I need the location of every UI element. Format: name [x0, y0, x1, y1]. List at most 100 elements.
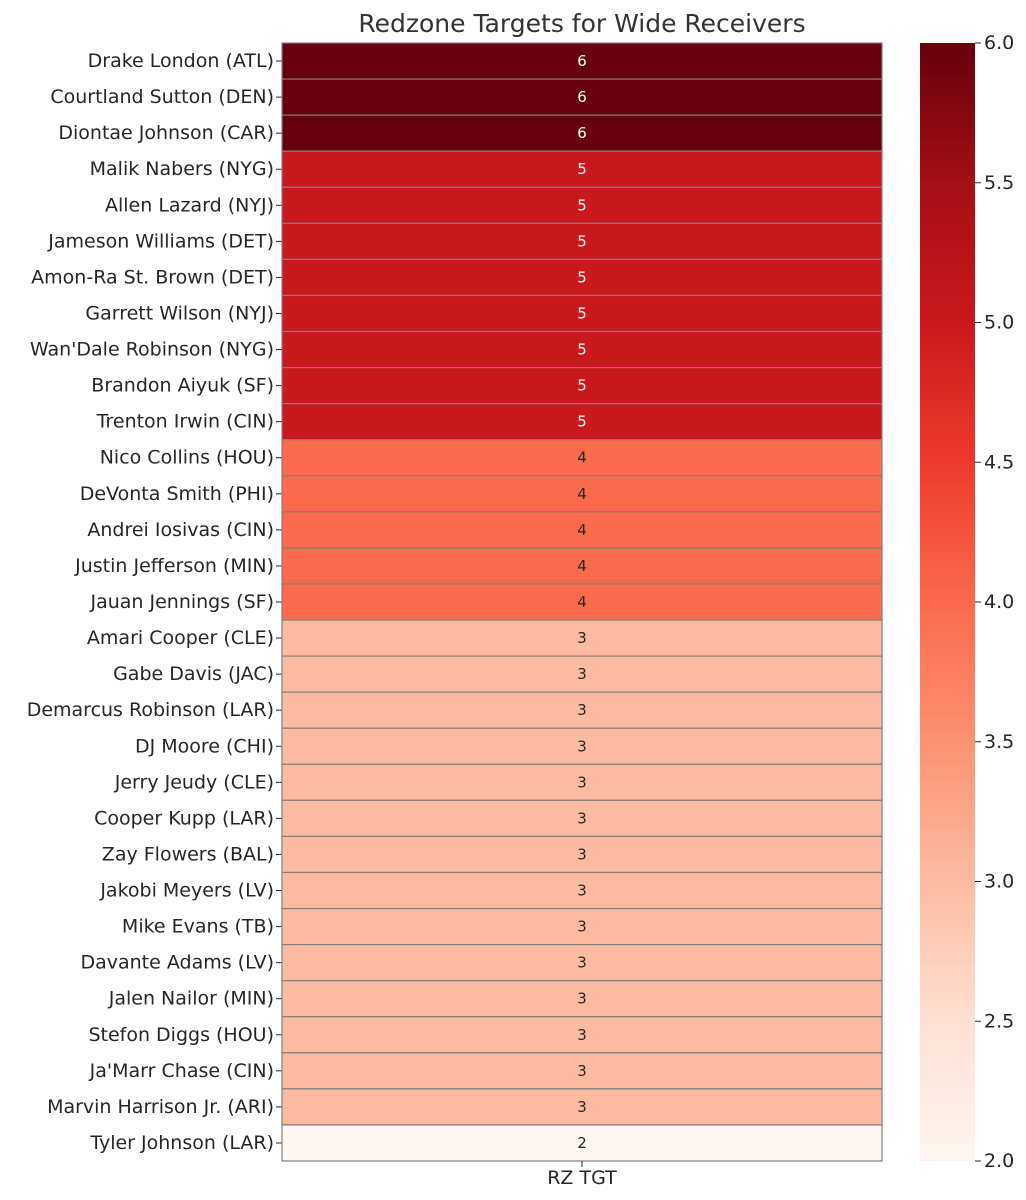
heatmap-cell — [281, 835, 883, 874]
colorbar-tick-label: 5.0 — [984, 312, 1014, 334]
row-label: Cooper Kupp (LAR) — [94, 807, 274, 829]
cell-value-label: 3 — [577, 882, 587, 900]
heatmap-cell — [281, 763, 883, 801]
cell-value-label: 5 — [577, 232, 587, 250]
heatmap-cell — [281, 78, 883, 116]
cell-value-label: 3 — [577, 737, 587, 755]
row-label: Mike Evans (TB) — [122, 916, 274, 938]
x-axis: RZ TGT — [547, 1161, 617, 1189]
heatmap-cell — [281, 114, 883, 152]
cell-value-label: 3 — [577, 1026, 587, 1044]
heatmap-cell — [281, 655, 883, 693]
heatmap-cell — [281, 547, 883, 585]
row-label: Demarcus Robinson (LAR) — [27, 699, 274, 721]
row-label: Jerry Jeudy (CLE) — [114, 771, 274, 793]
row-label: Brandon Aiyuk (SF) — [91, 375, 274, 397]
cell-value-label: 3 — [577, 990, 587, 1008]
cell-value-label: 4 — [577, 593, 587, 611]
cell-value-label: 6 — [577, 52, 587, 70]
heatmap-cell — [281, 799, 883, 838]
row-label: Nico Collins (HOU) — [100, 447, 274, 469]
row-label: DJ Moore (CHI) — [135, 735, 274, 757]
row-label: Stefon Diggs (HOU) — [88, 1024, 274, 1046]
row-label: Garrett Wilson (NYJ) — [85, 302, 274, 324]
heatmap-cell — [281, 1016, 883, 1054]
heatmap-cell — [281, 330, 883, 369]
cell-value-label: 3 — [577, 701, 587, 719]
row-label: Justin Jefferson (MIN) — [74, 555, 274, 577]
heatmap-cell — [281, 907, 883, 946]
cell-value-label: 3 — [577, 665, 587, 683]
colorbar-tick-label: 3.5 — [984, 731, 1014, 753]
cell-value-label: 6 — [577, 124, 587, 142]
colorbar-tick-label: 2.5 — [984, 1010, 1014, 1032]
heatmap-cell — [281, 403, 883, 441]
colorbar-tick-label: 5.5 — [984, 172, 1014, 194]
colorbar-ticks: 2.0 2.5 3.0 3.5 4.0 4.5 5.0 5.5 6.0 — [975, 32, 1014, 1172]
colorbar — [920, 43, 975, 1161]
row-label: Diontae Johnson (CAR) — [58, 122, 274, 144]
row-label: Courtland Sutton (DEN) — [50, 86, 274, 108]
heatmap-cell — [281, 583, 883, 621]
heatmap-cell — [281, 222, 883, 260]
row-labels: Drake London (ATL) Courtland Sutton (DEN)… — [27, 50, 282, 1154]
cell-value-label: 6 — [577, 88, 587, 106]
cell-value-label: 5 — [577, 196, 587, 214]
cell-value-label: 4 — [577, 557, 587, 575]
heatmap-cell — [281, 1124, 883, 1162]
heatmap-cell — [281, 42, 883, 80]
cell-value-label: 5 — [577, 341, 587, 359]
heatmap-cell — [281, 727, 883, 765]
cell-value-label: 2 — [577, 1134, 587, 1152]
row-label: Marvin Harrison Jr. (ARI) — [47, 1096, 274, 1118]
heatmap-cells — [281, 42, 883, 1162]
cell-value-label: 5 — [577, 268, 587, 286]
row-label: Jalen Nailor (MIN) — [108, 988, 274, 1010]
colorbar-tick-label: 4.5 — [984, 451, 1014, 473]
row-label: Malik Nabers (NYG) — [90, 158, 274, 180]
cell-value-label: 3 — [577, 845, 587, 863]
row-label: Tyler Johnson (LAR) — [89, 1132, 274, 1154]
heatmap-cell — [281, 1052, 883, 1090]
cell-value-label: 3 — [577, 773, 587, 791]
row-label: DeVonta Smith (PHI) — [80, 483, 274, 505]
row-label: Amari Cooper (CLE) — [87, 627, 274, 649]
row-label: Allen Lazard (NYJ) — [105, 194, 274, 216]
heatmap-cell — [281, 366, 883, 405]
row-label: Gabe Davis (JAC) — [113, 663, 274, 685]
row-label: Jakobi Meyers (LV) — [99, 880, 274, 902]
heatmap-cell — [281, 511, 883, 549]
row-label: Andrei Iosivas (CIN) — [87, 519, 274, 541]
cell-value-label: 5 — [577, 160, 587, 178]
row-label: Jauan Jennings (SF) — [89, 591, 274, 613]
heatmap-cell — [281, 691, 883, 729]
row-label: Zay Flowers (BAL) — [102, 843, 274, 865]
heatmap-cell — [281, 475, 883, 513]
row-label: Amon-Ra St. Brown (DET) — [31, 266, 274, 288]
cell-value-label: 5 — [577, 413, 587, 431]
row-label: Davante Adams (LV) — [80, 952, 274, 974]
cell-labels: 6 6 6 5 5 5 5 5 5 5 5 4 4 4 4 4 3 3 3 3 3 3 3 3 3 3 3 3 3 3 2 — [577, 52, 587, 1152]
cell-value-label: 3 — [577, 809, 587, 827]
row-label: Drake London (ATL) — [88, 50, 274, 72]
colorbar-tick-label: 3.0 — [984, 871, 1014, 893]
heatmap-cell — [281, 258, 883, 297]
cell-value-label: 3 — [577, 629, 587, 647]
cell-value-label: 3 — [577, 918, 587, 936]
cell-value-label: 4 — [577, 521, 587, 539]
row-label: Ja'Marr Chase (CIN) — [89, 1060, 274, 1082]
cell-value-label: 4 — [577, 449, 587, 467]
heatmap-cell — [281, 186, 883, 224]
heatmap-cell — [281, 150, 883, 188]
row-label: Wan'Dale Robinson (NYG) — [30, 339, 274, 361]
cell-value-label: 3 — [577, 1062, 587, 1080]
row-label: Trenton Irwin (CIN) — [96, 411, 274, 433]
cell-value-label: 5 — [577, 377, 587, 395]
heatmap-cell — [281, 294, 883, 333]
row-label: Jameson Williams (DET) — [47, 230, 274, 252]
heatmap-cell — [281, 871, 883, 910]
heatmap-cell — [281, 439, 883, 477]
chart-title: Redzone Targets for Wide Receivers — [358, 9, 805, 38]
cell-value-label: 4 — [577, 485, 587, 503]
